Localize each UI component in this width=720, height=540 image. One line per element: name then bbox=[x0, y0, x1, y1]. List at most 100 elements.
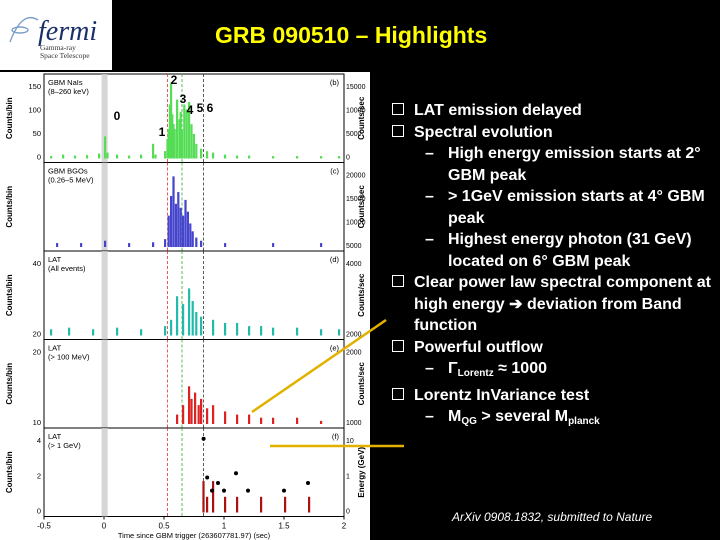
panel-letter-c: (d) bbox=[330, 255, 340, 264]
bar-d-10 bbox=[236, 414, 239, 424]
bar-a-12 bbox=[164, 151, 167, 159]
bar-a-24 bbox=[183, 104, 186, 159]
bar-a-3 bbox=[86, 155, 89, 159]
citation: ArXiv 0908.1832, submitted to Nature bbox=[452, 510, 653, 524]
bar-d-4 bbox=[194, 392, 197, 424]
left-tick-e-0: 4 bbox=[37, 436, 41, 445]
x-tick-label-2: 0.5 bbox=[158, 522, 170, 531]
fermi-logo-mark: fermi bbox=[9, 16, 97, 47]
bar-b-2 bbox=[104, 240, 107, 247]
bar-d-7 bbox=[206, 408, 209, 424]
bar-a-32 bbox=[212, 152, 215, 159]
bar-e-1 bbox=[206, 496, 209, 513]
bar-e-3 bbox=[224, 496, 227, 513]
bar-b-6 bbox=[167, 215, 170, 247]
sub-bullet-highest-photon: – Highest energy photon (31 GeV) located … bbox=[425, 231, 692, 270]
bullet-box-icon bbox=[392, 275, 404, 287]
sub-bullet-lorentz-factor: – ΓLorentz ≈ 1000 bbox=[425, 360, 547, 379]
photon-point-1 bbox=[205, 475, 210, 480]
panel-letter-e: (f) bbox=[332, 432, 340, 441]
panel-label-a: GBM NaIs bbox=[48, 78, 83, 87]
bar-a-20 bbox=[176, 99, 179, 159]
light-curve-figure: GBM NaIs(8–260 keV)(b)150100500150001000… bbox=[0, 72, 370, 540]
bar-d-5 bbox=[197, 405, 200, 424]
photon-point-4 bbox=[222, 488, 226, 493]
photon-point-8 bbox=[306, 480, 310, 485]
bar-b-16 bbox=[191, 231, 194, 247]
left-tick-e-1: 2 bbox=[37, 471, 41, 480]
bar-c-19 bbox=[296, 327, 299, 336]
bar-a-27 bbox=[190, 124, 193, 159]
peak-label-6: 6 bbox=[207, 101, 214, 115]
bar-a-8 bbox=[128, 155, 131, 159]
bar-a-13 bbox=[166, 138, 169, 159]
bar-a-15 bbox=[168, 104, 171, 159]
bar-a-38 bbox=[320, 156, 323, 159]
bar-e-6 bbox=[284, 496, 287, 513]
bar-a-7 bbox=[116, 154, 119, 159]
bar-b-1 bbox=[80, 243, 83, 247]
photon-point-5 bbox=[234, 471, 238, 476]
bar-a-9 bbox=[140, 154, 143, 159]
trigger-band-d bbox=[101, 339, 108, 428]
fermi-logo: fermi Gamma-ray Space Telescope bbox=[0, 0, 112, 70]
peak-label-3: 3 bbox=[180, 92, 187, 106]
bar-d-8 bbox=[212, 405, 215, 424]
bar-c-8 bbox=[182, 304, 185, 336]
bar-b-5 bbox=[164, 239, 167, 247]
bar-c-6 bbox=[170, 319, 173, 336]
bar-a-22 bbox=[179, 111, 182, 159]
bar-b-17 bbox=[195, 237, 198, 247]
panel-letter-a: (b) bbox=[330, 78, 340, 87]
right-axis-label-d: Counts/sec bbox=[357, 362, 366, 406]
right-axis-label-e: Energy (GeV) bbox=[357, 447, 366, 498]
right-tick-a-1: 10000 bbox=[346, 108, 366, 115]
bar-c-3 bbox=[116, 327, 119, 336]
logo-line1: Gamma-ray bbox=[40, 43, 76, 52]
bar-d-15 bbox=[320, 420, 323, 424]
panel-sublabel-d: (> 100 MeV) bbox=[48, 353, 90, 362]
photon-point-3 bbox=[216, 480, 220, 485]
bar-c-0 bbox=[50, 329, 53, 336]
sub-bullet-high-energy: – High energy emission starts at 2° GBM p… bbox=[425, 145, 701, 184]
right-axis-label-a: Counts/sec bbox=[357, 96, 366, 140]
bar-b-13 bbox=[184, 199, 187, 247]
bar-c-9 bbox=[188, 288, 191, 336]
bar-b-9 bbox=[174, 203, 177, 247]
bar-a-26 bbox=[188, 102, 191, 159]
left-tick-c-1: 20 bbox=[33, 330, 41, 339]
bar-a-1 bbox=[62, 154, 65, 159]
x-tick-label-1: 0 bbox=[102, 522, 107, 531]
bar-e-4 bbox=[236, 496, 239, 513]
bar-b-21 bbox=[320, 243, 323, 247]
panel-letter-b: (c) bbox=[330, 167, 339, 176]
right-tick-b-2: 10000 bbox=[346, 220, 366, 227]
panel-sublabel-e: (> 1 GeV) bbox=[48, 441, 81, 450]
peak-label-1: 1 bbox=[159, 125, 166, 139]
peak-label-4: 4 bbox=[187, 103, 194, 117]
right-tick-d-0: 2000 bbox=[346, 350, 362, 357]
right-tick-b-3: 5000 bbox=[346, 243, 362, 250]
bullet-box-icon bbox=[392, 124, 404, 137]
panel-letter-d: (e) bbox=[330, 344, 340, 353]
bar-a-36 bbox=[272, 156, 275, 159]
bar-a-39 bbox=[338, 156, 341, 159]
bar-b-19 bbox=[224, 243, 227, 247]
bullet-spectral-evolution: Spectral evolution bbox=[392, 122, 712, 144]
photon-point-7 bbox=[282, 488, 286, 493]
bar-a-16 bbox=[170, 82, 173, 159]
bar-b-20 bbox=[272, 243, 275, 247]
bar-b-7 bbox=[170, 195, 173, 247]
left-tick-c-0: 40 bbox=[33, 259, 41, 268]
left-tick-a-0: 150 bbox=[28, 82, 41, 91]
bar-c-2 bbox=[92, 329, 95, 336]
bar-c-15 bbox=[236, 322, 239, 336]
trigger-band-b bbox=[101, 162, 108, 251]
panel-label-c: LAT bbox=[48, 255, 62, 264]
bar-b-12 bbox=[182, 215, 185, 247]
bar-b-15 bbox=[189, 223, 192, 247]
left-tick-a-2: 50 bbox=[33, 129, 41, 138]
bar-c-11 bbox=[195, 311, 198, 336]
bar-a-5 bbox=[104, 136, 107, 159]
right-axis-label-c: Counts/sec bbox=[357, 273, 366, 317]
